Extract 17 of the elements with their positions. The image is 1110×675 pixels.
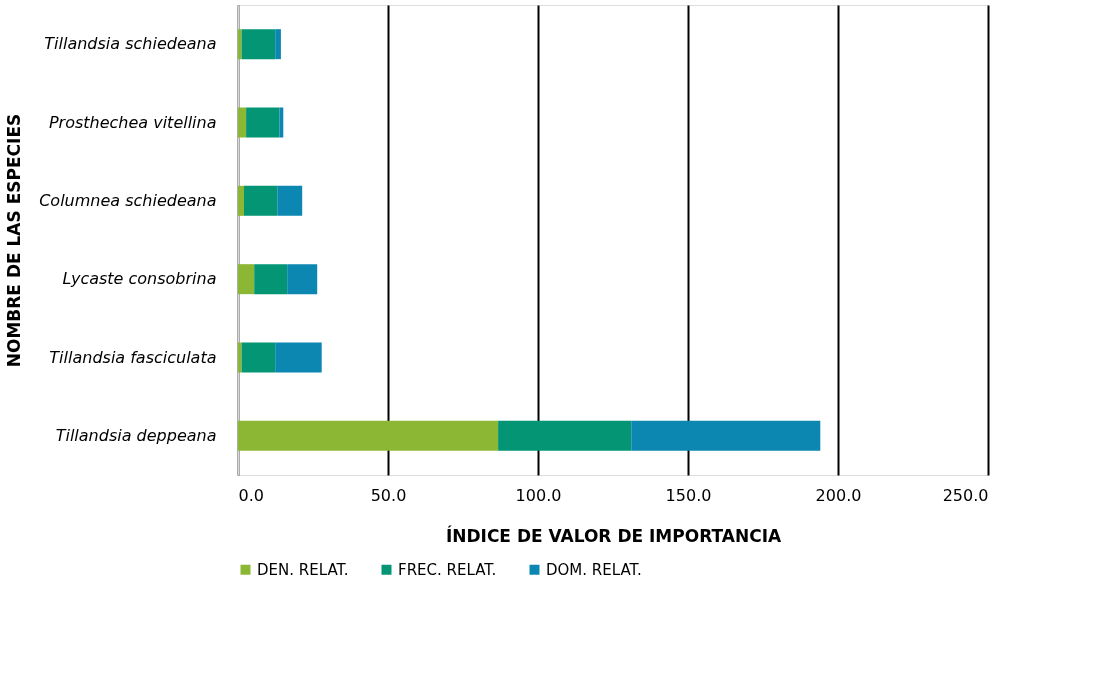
x-tick-label: 200.0 xyxy=(815,485,862,505)
y-tick-label: Tillandsia schiedeana xyxy=(44,34,217,54)
y-tick-label: Tillandsia fasciculata xyxy=(49,347,217,367)
y-tick-label: Lycaste consobrina xyxy=(62,269,217,289)
y-tick-label: Tillandsia deppeana xyxy=(55,425,217,445)
legend-label: FREC. RELAT. xyxy=(398,560,497,579)
y-axis-title: NOMBRE DE LAS ESPECIES xyxy=(4,113,25,368)
x-tick-label: 50.0 xyxy=(370,485,407,505)
x-axis-title: ÍNDICE DE VALOR DE IMPORTANCIA xyxy=(445,524,782,546)
y-tick-label: Prosthechea vitellina xyxy=(48,112,217,132)
x-tick-label: 100.0 xyxy=(515,485,562,505)
legend-label: DOM. RELAT. xyxy=(546,560,642,579)
x-tick-label: 250.0 xyxy=(942,485,989,505)
y-tick-label: Columnea schiedeana xyxy=(39,190,217,210)
x-tick-label: 0.0 xyxy=(238,485,264,505)
x-tick-label: 150.0 xyxy=(665,485,712,505)
legend-label: DEN. RELAT. xyxy=(257,560,349,579)
